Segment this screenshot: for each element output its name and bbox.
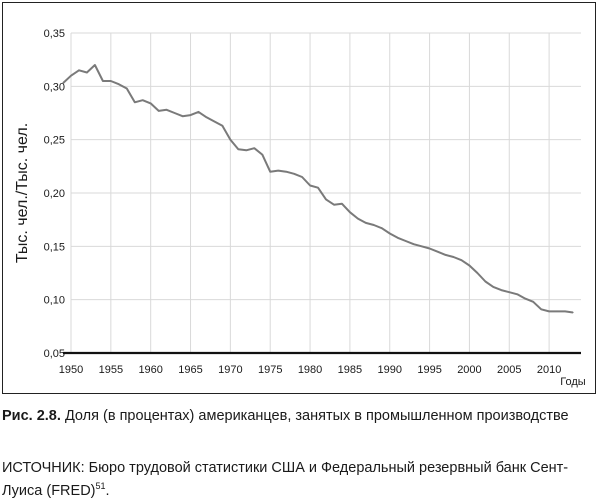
data-point (245, 149, 247, 151)
data-point (413, 243, 415, 245)
data-point (476, 272, 479, 274)
figure-label: Рис. 2.8. (2, 408, 61, 424)
data-point (261, 154, 263, 156)
data-point (293, 173, 295, 175)
data-point (397, 237, 399, 239)
data-point (94, 64, 96, 66)
chart-frame: 0,05 0,10 0,15 0,20 0,25 0,30 0,35 1950 1955 1960… (2, 2, 596, 394)
data-point (357, 218, 359, 220)
data-point (468, 264, 471, 267)
data-point (197, 111, 200, 113)
x-axis-label: Годы (560, 376, 586, 388)
data-point (221, 125, 224, 127)
data-point (428, 247, 431, 250)
data-point (277, 170, 279, 172)
data-point (189, 114, 192, 116)
data-point (269, 171, 271, 173)
y-tick-label-6: 0,35 (44, 28, 65, 40)
x-tick-label-7: 1985 (338, 364, 362, 376)
y-tick-label-0: 0,05 (44, 348, 65, 360)
data-point (166, 109, 168, 111)
data-point (181, 115, 184, 117)
x-tick-label-11: 2005 (497, 364, 521, 376)
data-point (524, 298, 526, 300)
data-point (556, 310, 558, 312)
data-point (173, 112, 176, 114)
data-point (134, 101, 136, 103)
y-tick-label-1: 0,10 (44, 295, 65, 307)
x-tick-label-5: 1975 (258, 364, 282, 376)
data-point (158, 110, 160, 112)
data-point (492, 286, 494, 288)
x-tick-label-6: 1980 (298, 364, 322, 376)
x-tick-label-12: 2010 (537, 364, 561, 376)
x-tick-label-10: 2000 (457, 364, 481, 376)
y-tick-label-5: 0,30 (44, 81, 65, 93)
data-point (205, 116, 208, 118)
data-point (126, 87, 128, 90)
data-point (452, 256, 455, 258)
data-point (484, 280, 486, 283)
data-point (86, 71, 88, 74)
y-tick-label-4: 0,25 (44, 135, 65, 147)
data-point (532, 301, 534, 303)
data-point (70, 75, 72, 77)
tick-labels: 0,05 0,10 0,15 0,20 0,25 0,30 0,35 1950 1955 1960… (44, 28, 562, 376)
data-point (365, 222, 367, 224)
source-tail: . (105, 482, 110, 499)
data-point (110, 80, 112, 82)
data-point (548, 310, 550, 312)
data-point (325, 198, 327, 200)
y-tick-label-3: 0,20 (44, 188, 65, 200)
x-tick-label-1: 1955 (99, 364, 123, 376)
data-point (213, 120, 216, 123)
data-point (389, 232, 391, 235)
data-point (229, 139, 231, 141)
data-point (142, 99, 144, 101)
data-point (436, 251, 439, 253)
figure-caption: Рис. 2.8. Доля (в процентах) американцев… (2, 407, 598, 425)
x-tick-label-8: 1990 (378, 364, 402, 376)
data-point (150, 102, 152, 104)
data-point (341, 203, 343, 205)
data-point (373, 224, 375, 226)
data-point (572, 311, 574, 314)
data-point (405, 240, 407, 242)
data-point (516, 293, 518, 295)
x-tick-label-3: 1965 (178, 364, 202, 376)
data-point (508, 291, 510, 293)
data-point (444, 254, 447, 256)
grid-layer (70, 32, 581, 353)
data-point (237, 148, 239, 150)
data-point (564, 310, 566, 312)
x-tick-label-0: 1950 (59, 364, 83, 376)
y-axis-label: Тыс. чел./Тыс. чел. (14, 123, 31, 263)
data-point (78, 69, 80, 71)
y-tick-label-2: 0,15 (44, 241, 65, 253)
data-point (540, 308, 542, 310)
data-point (317, 187, 319, 189)
data-point (349, 211, 351, 213)
data-point (421, 245, 423, 247)
line-chart: 0,05 0,10 0,15 0,20 0,25 0,30 0,35 1950 1955 1960… (14, 28, 586, 388)
source-text: ИСТОЧНИК: Бюро трудовой статистики США и… (2, 460, 569, 499)
footnote-marker: 51 (95, 481, 106, 491)
data-point (285, 171, 287, 173)
data-point (381, 227, 383, 229)
data-point (309, 184, 311, 187)
x-tick-label-4: 1970 (218, 364, 242, 376)
series-line-manufacturing-share (62, 64, 574, 314)
series-layer (62, 64, 581, 355)
x-tick-label-2: 1960 (138, 364, 162, 376)
data-point (500, 289, 502, 291)
data-point (301, 176, 303, 178)
data-point (253, 147, 255, 149)
data-point (460, 259, 463, 261)
data-point (102, 80, 104, 82)
data-point (118, 83, 120, 85)
figure-caption-text: Доля (в процентах) американцев, занятых … (64, 408, 569, 424)
x-tick-label-9: 1995 (417, 364, 441, 376)
data-point (333, 204, 335, 206)
data-point (62, 82, 64, 84)
